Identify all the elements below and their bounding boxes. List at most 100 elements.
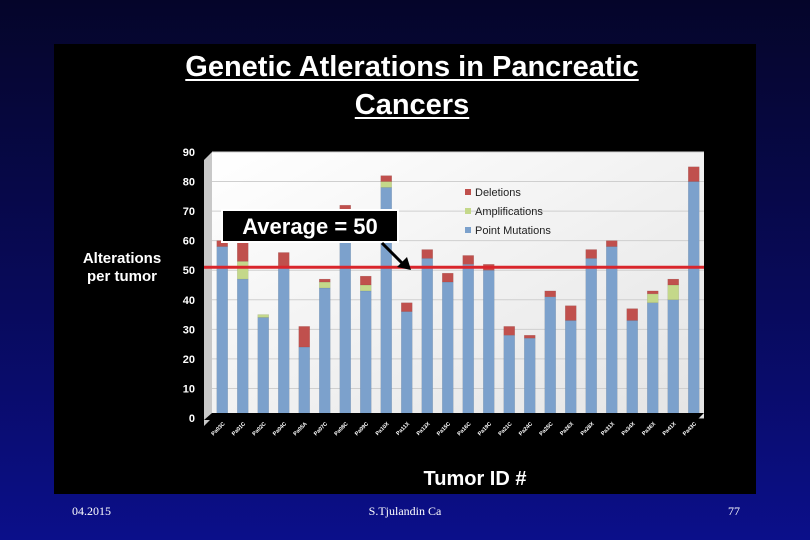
y-tick-label: 60 bbox=[183, 236, 195, 248]
x-tick-label: Pa28X bbox=[580, 421, 596, 437]
bar-point-mutations bbox=[401, 311, 413, 419]
bar-point-mutations bbox=[298, 346, 310, 419]
y-tick-label: 90 bbox=[183, 147, 195, 159]
bar-deletions bbox=[524, 334, 536, 339]
plot-floor bbox=[204, 413, 704, 420]
bar-amplifications bbox=[237, 261, 249, 280]
bar-deletions bbox=[667, 278, 679, 286]
bar-point-mutations bbox=[421, 258, 433, 419]
x-tick-label: Pa07C bbox=[313, 421, 329, 437]
bar-point-mutations bbox=[278, 267, 290, 419]
bar-deletions bbox=[688, 166, 700, 182]
footer-author: S.Tjulandin Ca bbox=[368, 504, 442, 518]
x-tick-label: Pa21C bbox=[498, 421, 514, 437]
bar-amplifications bbox=[380, 181, 392, 188]
bar-deletions bbox=[360, 275, 372, 286]
x-tick-label: Pa13X bbox=[416, 421, 432, 437]
y-tick-label: 30 bbox=[183, 324, 195, 336]
legend-label: Deletions bbox=[475, 187, 521, 199]
bar-deletions bbox=[298, 326, 310, 348]
bar-deletions bbox=[503, 326, 515, 336]
bar-point-mutations bbox=[483, 269, 495, 419]
bar-point-mutations bbox=[667, 299, 679, 419]
x-tick-label: Pa34X bbox=[621, 421, 637, 437]
bar-point-mutations bbox=[585, 258, 597, 419]
x-tick-label: Pa04C bbox=[272, 421, 288, 437]
bar-point-mutations bbox=[360, 290, 372, 419]
bar-point-mutations bbox=[647, 302, 659, 419]
x-tick-label: Pa26X bbox=[559, 421, 575, 437]
bar-point-mutations bbox=[462, 264, 474, 419]
x-tick-label: Pa09C bbox=[354, 421, 370, 437]
title-line-2: Cancers bbox=[354, 89, 470, 121]
bar-point-mutations bbox=[503, 334, 515, 419]
x-tick-label: Pa11X bbox=[395, 421, 411, 437]
bar-point-mutations bbox=[442, 281, 454, 419]
bar-amplifications bbox=[257, 314, 269, 318]
slide-title: Genetic Atlerations in Pancreatic Cancer… bbox=[54, 48, 770, 124]
bar-deletions bbox=[647, 290, 659, 295]
y-axis-label-line-2: per tumor bbox=[86, 268, 157, 285]
bar-point-mutations bbox=[216, 246, 228, 419]
x-tick-label: Pa43C bbox=[682, 421, 698, 437]
x-tick-label: Pa01C bbox=[231, 421, 247, 437]
y-tick-label: 10 bbox=[183, 383, 195, 395]
plot-side-wall bbox=[204, 152, 212, 426]
bar-deletions bbox=[421, 249, 433, 259]
x-tick-label: Pa10X bbox=[375, 421, 391, 437]
bar-deletions bbox=[626, 308, 638, 321]
bar-point-mutations bbox=[339, 237, 351, 419]
annotation-arrow bbox=[380, 241, 404, 265]
bar-deletions bbox=[380, 175, 392, 182]
bar-deletions bbox=[585, 249, 597, 259]
x-tick-label: Pa31X bbox=[600, 421, 616, 437]
bar-deletions bbox=[278, 252, 290, 268]
bar-point-mutations bbox=[626, 320, 638, 419]
bar-amplifications bbox=[319, 281, 331, 289]
bar-amplifications bbox=[360, 284, 372, 292]
y-tick-label: 50 bbox=[183, 265, 195, 277]
annotation-arrowhead bbox=[397, 257, 411, 270]
annotation-box bbox=[221, 209, 399, 243]
bar-deletions bbox=[401, 302, 413, 312]
bar-point-mutations bbox=[565, 320, 577, 419]
title-line-1: Genetic Atlerations in Pancreatic bbox=[185, 51, 639, 83]
x-tick-label: Pa19C bbox=[477, 421, 493, 437]
x-tick-label: Pa25C bbox=[539, 421, 555, 437]
bar-deletions bbox=[606, 240, 618, 247]
y-tick-label: 70 bbox=[183, 206, 195, 218]
bar-point-mutations bbox=[606, 246, 618, 419]
x-axis-label: Tumor ID # bbox=[423, 468, 527, 490]
x-tick-label: Pa36X bbox=[641, 421, 657, 437]
legend-swatch bbox=[465, 208, 471, 214]
legend-label: Point Mutations bbox=[475, 225, 551, 237]
bar-deletions bbox=[544, 290, 556, 298]
y-tick-label: 20 bbox=[183, 354, 195, 366]
bar-deletions bbox=[442, 272, 454, 283]
bar-point-mutations bbox=[319, 287, 331, 419]
bar-deletions bbox=[319, 278, 331, 283]
x-tick-label: Pa02C bbox=[252, 421, 268, 437]
x-tick-label: Pa41X bbox=[662, 421, 678, 437]
bar-point-mutations bbox=[544, 296, 556, 419]
x-tick-label: Pa08C bbox=[334, 421, 350, 437]
x-tick-label: Pa24C bbox=[518, 421, 534, 437]
annotation-text: Average = 50 bbox=[242, 214, 378, 239]
y-axis-label: Alterations per tumor bbox=[62, 250, 182, 286]
bar-deletions bbox=[237, 240, 249, 262]
bar-amplifications bbox=[667, 284, 679, 301]
bar-point-mutations bbox=[524, 337, 536, 419]
y-tick-label: 40 bbox=[183, 295, 195, 307]
x-tick-label: Pa16C bbox=[457, 421, 473, 437]
legend-swatch bbox=[465, 227, 471, 233]
footer-date: 04.2015 bbox=[72, 504, 111, 518]
x-tick-label: Pa03C bbox=[211, 421, 227, 437]
x-tick-label: Pa05A bbox=[293, 421, 309, 437]
bar-deletions bbox=[565, 305, 577, 321]
bar-point-mutations bbox=[237, 278, 249, 419]
bar-point-mutations bbox=[257, 317, 269, 419]
x-tick-label: Pa15C bbox=[436, 421, 452, 437]
bar-deletions bbox=[462, 255, 474, 265]
plot-area bbox=[212, 152, 704, 418]
